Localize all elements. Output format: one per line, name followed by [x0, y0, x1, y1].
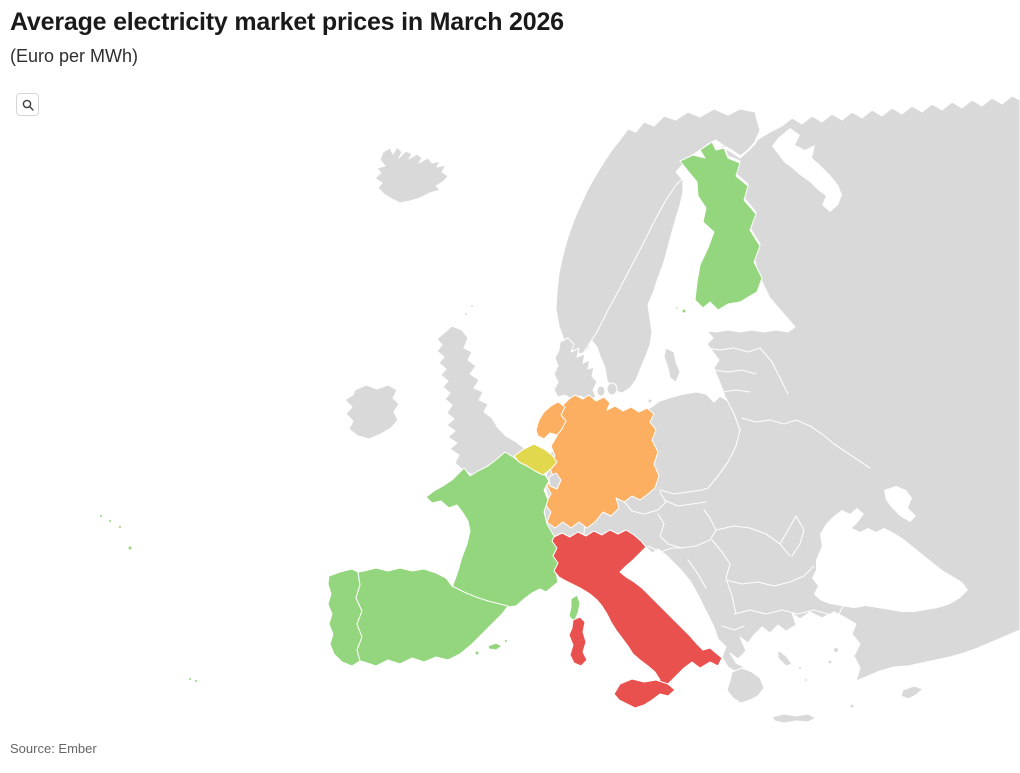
azores-islands: [108, 519, 112, 523]
black-sea: [812, 508, 968, 612]
map-zoom-button[interactable]: [16, 93, 39, 116]
sea-of-azov: [884, 486, 916, 522]
greece-peloponnese[interactable]: [726, 667, 765, 704]
canary-islands: [188, 677, 192, 681]
page-subtitle: (Euro per MWh): [10, 46, 139, 66]
sardinia-island[interactable]: [568, 616, 588, 667]
chart-header: Average electricity market prices in Mar…: [10, 8, 564, 67]
country-luxembourg[interactable]: [548, 472, 562, 490]
country-finland[interactable]: [679, 141, 763, 311]
magnifier-icon: [22, 99, 34, 111]
aegean-island-dot: [798, 666, 802, 670]
azores-islands: [99, 514, 103, 518]
denmark-bornholm-island[interactable]: [647, 398, 653, 404]
euboea-island: [777, 649, 793, 667]
madeira-island: [127, 545, 133, 551]
country-border-lines: [583, 347, 871, 631]
country-netherlands[interactable]: [535, 401, 567, 440]
aegean-island-dot: [849, 703, 855, 709]
country-italy[interactable]: [551, 529, 723, 693]
white-sea: [772, 128, 842, 212]
norway-sweden-border: [584, 177, 684, 351]
country-iceland[interactable]: [374, 146, 449, 204]
denmark-funen-island[interactable]: [596, 385, 606, 397]
aegean-island-dot: [833, 647, 839, 653]
crete-island: [771, 713, 817, 724]
country-eastern-europe-landmass[interactable]: [543, 95, 1020, 682]
gotland-island: [663, 347, 681, 383]
aegean-island-dot: [804, 678, 808, 682]
azores-islands: [118, 525, 122, 529]
orkney-islands: [464, 312, 468, 316]
aland-islands: [681, 308, 687, 314]
country-denmark[interactable]: [553, 337, 598, 401]
corsica-island[interactable]: [568, 594, 581, 623]
shetland-islands: [470, 304, 474, 308]
mallorca-island[interactable]: [487, 642, 503, 651]
source-note: Source: Ember: [10, 741, 97, 756]
page-title: Average electricity market prices in Mar…: [10, 8, 564, 36]
sicily-island[interactable]: [613, 678, 676, 709]
ibiza-island[interactable]: [474, 650, 480, 656]
cyprus-island: [900, 685, 924, 700]
country-spain[interactable]: [355, 567, 509, 667]
menorca-island[interactable]: [504, 639, 508, 643]
country-ireland[interactable]: [344, 384, 400, 440]
country-belgium[interactable]: [513, 443, 558, 476]
aegean-island-dot: [827, 659, 833, 665]
denmark-zealand-island[interactable]: [606, 382, 618, 396]
canary-islands: [194, 679, 198, 683]
aland-islands: [675, 306, 679, 310]
